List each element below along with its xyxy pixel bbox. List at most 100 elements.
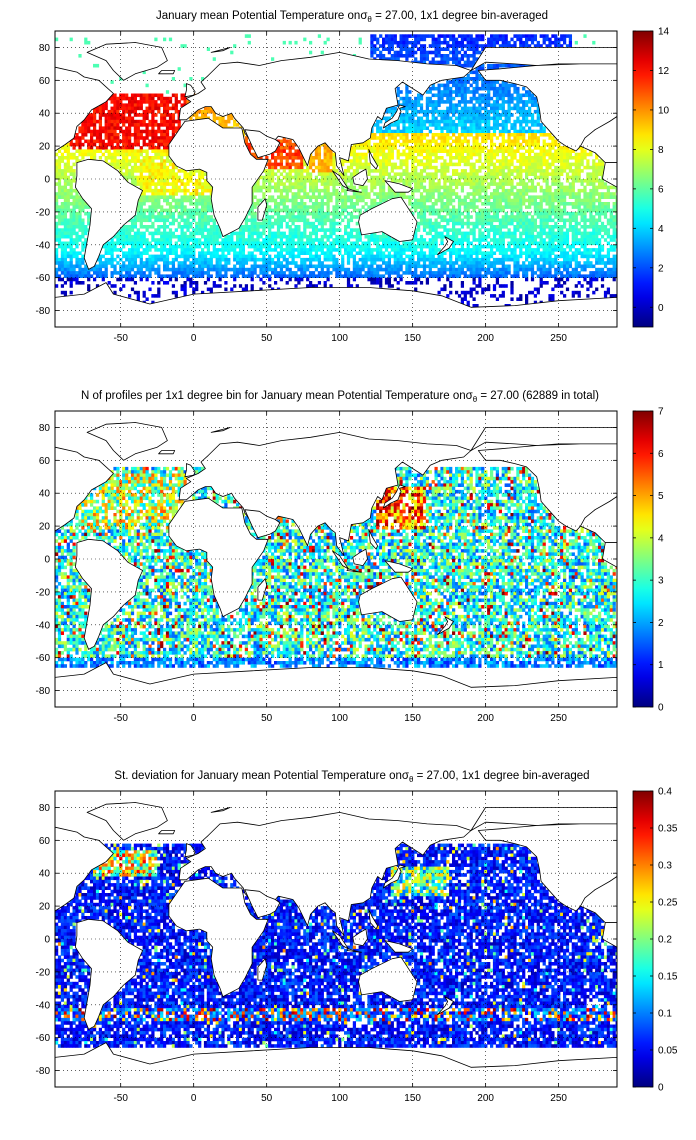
data-cell xyxy=(411,106,415,111)
data-cell xyxy=(417,60,421,65)
data-cell xyxy=(528,136,532,140)
data-cell xyxy=(133,182,138,186)
data-cell xyxy=(358,156,362,160)
data-cell xyxy=(455,185,459,190)
data-cell xyxy=(519,211,523,216)
data-cell xyxy=(113,129,117,134)
data-cell xyxy=(171,231,176,236)
data-cell xyxy=(84,231,88,236)
data-cell xyxy=(136,149,140,153)
data-cell xyxy=(367,195,371,199)
data-cell xyxy=(525,63,529,68)
data-cell xyxy=(440,215,444,219)
data-cell xyxy=(455,195,459,199)
data-cell xyxy=(151,126,155,130)
data-cell xyxy=(291,218,295,223)
data-cell xyxy=(285,152,289,157)
data-cell xyxy=(589,211,593,216)
data-cell xyxy=(168,188,173,193)
data-cell xyxy=(530,179,535,183)
data-cell xyxy=(571,215,575,219)
data-cell xyxy=(119,126,123,130)
data-cell xyxy=(455,129,459,134)
data-cell xyxy=(139,208,143,213)
data-cell xyxy=(449,103,453,107)
data-cell xyxy=(75,133,79,137)
data-cell xyxy=(571,182,575,186)
data-cell xyxy=(285,139,289,144)
data-cell xyxy=(554,188,558,193)
data-cell xyxy=(282,40,286,45)
data-cell xyxy=(133,169,138,173)
data-cell xyxy=(513,198,517,203)
data-cell xyxy=(396,93,400,98)
data-cell xyxy=(396,40,400,45)
data-cell xyxy=(504,139,508,144)
data-cell xyxy=(460,175,465,180)
data-cell xyxy=(498,221,503,226)
data-cell xyxy=(434,139,438,144)
data-cell xyxy=(157,126,161,130)
data-cell xyxy=(224,119,228,124)
data-cell xyxy=(592,172,596,176)
data-cell xyxy=(87,211,91,216)
data-cell xyxy=(209,202,213,206)
data-cell xyxy=(472,205,476,209)
data-cell xyxy=(501,179,505,183)
data-cell xyxy=(107,136,111,140)
data-cell xyxy=(478,195,482,199)
data-cell xyxy=(595,165,599,170)
data-cell xyxy=(452,103,456,107)
data-cell xyxy=(525,205,529,209)
data-cell xyxy=(469,182,473,186)
data-cell xyxy=(457,40,462,45)
data-cell xyxy=(332,228,336,232)
data-cell xyxy=(119,139,123,144)
data-cell xyxy=(457,215,462,219)
data-cell xyxy=(110,116,114,121)
data-cell xyxy=(422,205,427,209)
data-cell xyxy=(411,192,415,196)
data-cell xyxy=(513,83,517,88)
data-cell xyxy=(455,103,459,107)
data-cell xyxy=(174,179,178,183)
data-cell xyxy=(478,106,482,111)
data-cell xyxy=(405,175,409,180)
data-cell xyxy=(519,109,523,114)
data-cell xyxy=(504,231,508,236)
data-cell xyxy=(125,234,129,239)
data-cell xyxy=(133,129,138,134)
data-cell xyxy=(414,40,418,45)
data-cell xyxy=(554,221,558,226)
data-cell xyxy=(434,208,438,213)
data-cell xyxy=(557,40,561,45)
data-cell xyxy=(440,146,444,150)
data-cell xyxy=(577,156,581,160)
data-cell xyxy=(160,211,164,216)
data-cell xyxy=(481,162,485,167)
data-cell xyxy=(460,77,465,81)
data-cell xyxy=(414,106,418,111)
data-cell xyxy=(262,179,266,183)
data-cell xyxy=(425,188,430,193)
data-cell xyxy=(466,215,470,219)
data-cell xyxy=(446,149,450,153)
data-cell xyxy=(288,228,292,232)
data-cell xyxy=(78,139,82,144)
data-cell xyxy=(78,149,82,153)
data-cell xyxy=(346,169,351,173)
data-cell xyxy=(452,208,456,213)
data-cell xyxy=(151,162,155,167)
data-cell xyxy=(452,146,456,150)
data-cell xyxy=(475,57,479,61)
data-cell xyxy=(110,100,114,104)
data-cell xyxy=(487,123,491,127)
data-cell xyxy=(165,139,170,144)
data-cell xyxy=(157,225,161,229)
data-cell xyxy=(539,172,543,176)
data-cell xyxy=(431,116,435,121)
data-cell xyxy=(530,123,535,127)
data-cell xyxy=(469,109,473,114)
data-cell xyxy=(519,63,523,68)
data-cell xyxy=(457,159,462,163)
